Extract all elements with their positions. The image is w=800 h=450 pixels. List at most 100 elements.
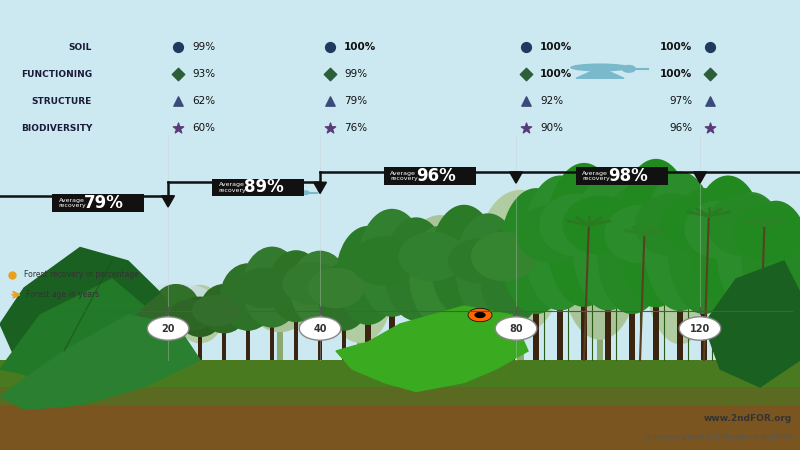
Ellipse shape [430, 205, 498, 317]
Ellipse shape [24, 292, 104, 310]
Ellipse shape [308, 268, 364, 308]
Ellipse shape [242, 247, 302, 328]
Ellipse shape [351, 236, 417, 286]
Polygon shape [0, 315, 200, 410]
Polygon shape [694, 172, 706, 183]
Ellipse shape [668, 188, 740, 314]
Ellipse shape [512, 259, 608, 281]
Ellipse shape [618, 159, 694, 307]
Ellipse shape [144, 284, 208, 302]
Text: 99%: 99% [344, 69, 367, 79]
Ellipse shape [539, 194, 613, 256]
Bar [358, 333, 362, 360]
Circle shape [474, 312, 486, 318]
Circle shape [622, 65, 636, 73]
Circle shape [301, 190, 310, 195]
Ellipse shape [476, 190, 564, 334]
Bar [366, 315, 370, 360]
Text: 62%: 62% [192, 96, 215, 106]
Text: Average: Average [218, 182, 244, 187]
Ellipse shape [572, 176, 644, 310]
Text: recovery: recovery [58, 203, 86, 208]
Polygon shape [576, 68, 624, 78]
Bar [222, 328, 226, 360]
Bar [277, 324, 283, 360]
Ellipse shape [644, 187, 716, 344]
Text: recovery: recovery [390, 176, 418, 181]
Text: 98%: 98% [608, 167, 648, 185]
Circle shape [679, 317, 721, 340]
Bar [318, 320, 322, 360]
Ellipse shape [707, 194, 781, 256]
Ellipse shape [270, 191, 306, 196]
Bar [517, 320, 523, 360]
Ellipse shape [152, 284, 200, 333]
Text: recovery: recovery [218, 188, 246, 193]
Ellipse shape [40, 293, 88, 347]
Text: 93%: 93% [192, 69, 215, 79]
Point [171, 98, 184, 105]
Circle shape [468, 308, 492, 322]
Bar [581, 292, 587, 360]
Bar [0, 378, 800, 405]
Ellipse shape [176, 285, 224, 343]
Bar [749, 302, 755, 360]
Ellipse shape [604, 205, 676, 263]
Bar [462, 306, 466, 360]
Ellipse shape [360, 270, 440, 288]
Bar [198, 338, 202, 360]
Bar [653, 292, 659, 360]
Text: recovery: recovery [582, 176, 610, 181]
Ellipse shape [358, 209, 426, 317]
Ellipse shape [268, 250, 324, 322]
Point [703, 98, 716, 105]
Ellipse shape [74, 299, 118, 331]
Text: 79%: 79% [84, 194, 124, 212]
Text: 92%: 92% [540, 96, 563, 106]
Ellipse shape [471, 232, 538, 281]
Ellipse shape [336, 226, 400, 325]
Bar [414, 310, 418, 360]
Ellipse shape [664, 261, 744, 279]
Text: BIODIVERSITY: BIODIVERSITY [21, 124, 92, 133]
Text: 120: 120 [690, 324, 710, 333]
Point [323, 98, 336, 105]
Ellipse shape [244, 251, 316, 332]
Ellipse shape [409, 226, 471, 325]
Text: Average: Average [58, 198, 84, 203]
Text: 79%: 79% [344, 96, 367, 106]
Bar [78, 338, 82, 360]
Ellipse shape [597, 188, 667, 314]
Text: 100%: 100% [540, 42, 572, 52]
Bar [342, 324, 346, 360]
Polygon shape [0, 248, 160, 360]
Polygon shape [704, 261, 800, 387]
Bar [701, 302, 707, 360]
Point [171, 125, 184, 132]
Polygon shape [0, 392, 800, 450]
Bar [150, 333, 154, 360]
Ellipse shape [200, 284, 248, 333]
Bar [0, 360, 800, 387]
Text: 100%: 100% [344, 42, 376, 52]
Point [171, 44, 184, 51]
Ellipse shape [448, 238, 512, 284]
Bar [126, 328, 130, 360]
Text: 40: 40 [314, 324, 326, 333]
Ellipse shape [290, 251, 350, 327]
Ellipse shape [720, 199, 800, 348]
Text: 89%: 89% [244, 178, 284, 196]
Text: 80: 80 [510, 324, 523, 333]
Point [171, 71, 184, 78]
Ellipse shape [282, 262, 342, 305]
Text: 99%: 99% [192, 42, 215, 52]
Ellipse shape [455, 213, 521, 321]
Ellipse shape [102, 280, 154, 334]
Ellipse shape [398, 232, 466, 281]
Point [703, 71, 716, 78]
Ellipse shape [120, 288, 168, 324]
Ellipse shape [643, 171, 717, 311]
Text: 76%: 76% [344, 123, 367, 133]
Point [703, 125, 716, 132]
Bar [102, 333, 106, 360]
